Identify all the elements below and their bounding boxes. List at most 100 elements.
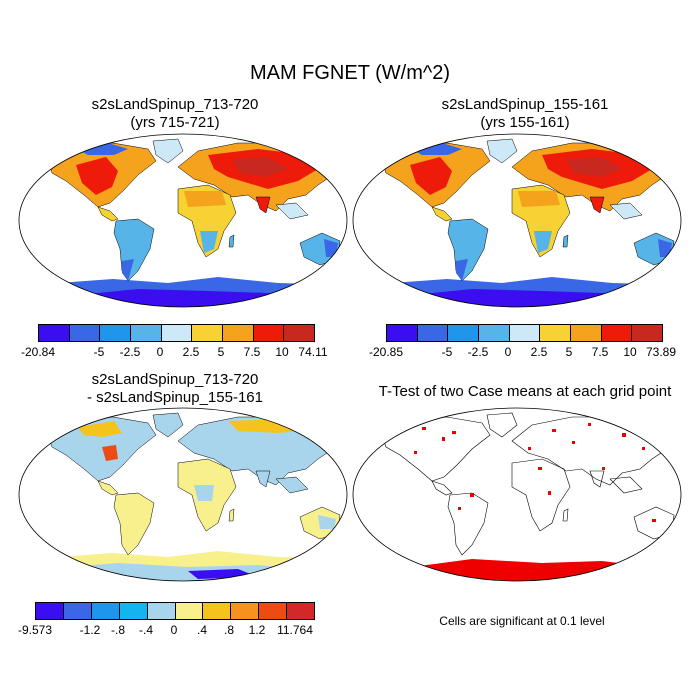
colorbar-swatch	[448, 325, 480, 341]
colorbar-swatch	[601, 325, 633, 341]
colorbar-swatch	[417, 325, 449, 341]
colorbar-swatch	[509, 325, 541, 341]
southeast-asia	[609, 202, 643, 220]
colorbar-swatch	[223, 325, 254, 341]
colorbar1-label: 5	[217, 345, 225, 359]
panel2-title-line1: s2sLandSpinup_155-161	[441, 96, 609, 113]
colorbar-swatch	[131, 325, 162, 341]
colorbar-swatch	[63, 603, 92, 619]
colorbar3-label: -9.573	[17, 623, 53, 637]
significance-note: Cells are significant at 0.1 level	[439, 614, 605, 628]
south-america-tip	[122, 259, 134, 281]
colorbar-case2	[386, 324, 663, 342]
colorbar-swatch	[119, 603, 148, 619]
colorbar1-label: -2.5	[119, 345, 141, 359]
north-america-hot	[76, 157, 118, 195]
madagascar	[228, 234, 235, 248]
map-boundary	[352, 133, 682, 308]
panel4-title: T-Test of two Case means at each grid po…	[378, 383, 672, 400]
colorbar1-label: -20.84	[20, 345, 56, 359]
colorbar-swatch	[387, 325, 418, 341]
colorbar1-label: 7.5	[243, 345, 261, 359]
india	[255, 470, 271, 488]
colorbar2-label: 0	[504, 345, 512, 359]
map-boundary	[18, 407, 348, 582]
antarctica-deep	[412, 289, 652, 307]
coastlines	[381, 412, 678, 556]
colorbar-swatch	[479, 325, 510, 341]
colorbar-swatch	[100, 325, 132, 341]
africa-sahara	[184, 191, 226, 207]
colorbar1-label: 10	[275, 345, 289, 359]
colorbar-swatch	[632, 325, 663, 341]
australia-east	[324, 239, 338, 257]
colorbar-swatch	[259, 603, 288, 619]
panel3-title-line2: - s2sLandSpinup_155-161	[87, 389, 263, 406]
colorbar-swatch	[253, 325, 285, 341]
figure-title: MAM FGNET (W/m^2)	[249, 62, 451, 84]
colorbar3-label: .4	[196, 623, 208, 637]
south-america	[113, 218, 155, 282]
colorbar1-label: 74.11	[298, 345, 328, 359]
colorbar-swatch	[36, 603, 64, 619]
colorbar3-label: -1.2	[79, 623, 101, 637]
colorbar2-label: -20.85	[368, 345, 404, 359]
colorbar-swatch	[571, 325, 602, 341]
colorbar1-label: -5	[93, 345, 105, 359]
colorbar-swatch	[540, 325, 572, 341]
colorbar3-label: -.8	[110, 623, 126, 637]
map-case2	[352, 133, 682, 308]
colorbar-swatch	[147, 603, 176, 619]
colorbar-swatch	[161, 325, 193, 341]
map-boundary	[18, 133, 348, 308]
colorbar3-label: 11.764	[277, 623, 313, 637]
panel2-title: s2sLandSpinup_155-161 (yrs 155-161)	[370, 96, 680, 132]
map-case1	[18, 133, 348, 308]
colorbar1-label: 0	[156, 345, 164, 359]
colorbar3-label: 0	[170, 623, 178, 637]
colorbar-swatch	[203, 603, 232, 619]
africa-south	[534, 231, 552, 253]
southeast-asia	[275, 476, 309, 494]
map-difference	[18, 407, 348, 582]
india	[255, 196, 271, 214]
south-america	[447, 218, 489, 282]
colorbar-difference	[35, 602, 315, 620]
colorbar2-label: 5	[565, 345, 573, 359]
panel1-title: s2sLandSpinup_713-720 (yrs 715-721)	[20, 96, 330, 132]
panel1-title-line2: (yrs 715-721)	[130, 114, 220, 131]
panel3-title: s2sLandSpinup_713-720 - s2sLandSpinup_15…	[20, 371, 330, 407]
south-america	[113, 492, 155, 556]
colorbar-swatch	[287, 603, 315, 619]
madagascar	[562, 234, 569, 248]
panel2-title-line2: (yrs 155-161)	[480, 114, 570, 131]
colorbar2-label: 7.5	[591, 345, 609, 359]
colorbar3-label: .8	[223, 623, 235, 637]
north-america-mixed	[78, 421, 122, 437]
colorbar3-label: 1.2	[248, 623, 266, 637]
colorbar-swatch	[192, 325, 224, 341]
australia-cool	[318, 515, 336, 529]
madagascar	[228, 508, 235, 522]
north-america	[47, 416, 157, 482]
central-america	[431, 206, 453, 222]
eurasia-north-warm	[228, 419, 318, 433]
india	[589, 196, 605, 214]
colorbar1-label: 2.5	[182, 345, 200, 359]
eurasia-red	[298, 425, 318, 435]
significant-cells	[414, 423, 656, 522]
antarctica-deep	[78, 289, 318, 307]
africa-cool	[194, 485, 214, 501]
colorbar2-label: 2.5	[530, 345, 548, 359]
north-america-red	[102, 445, 118, 461]
central-america	[97, 480, 119, 496]
colorbar-swatch	[39, 325, 70, 341]
africa-sahara	[518, 191, 560, 207]
greenland	[152, 412, 184, 438]
panel1-title-line1: s2sLandSpinup_713-720	[91, 96, 259, 113]
australia-east	[658, 239, 672, 257]
colorbar-swatch	[69, 325, 101, 341]
southeast-asia	[275, 202, 309, 220]
africa-south	[200, 231, 218, 253]
greenland	[152, 138, 184, 164]
